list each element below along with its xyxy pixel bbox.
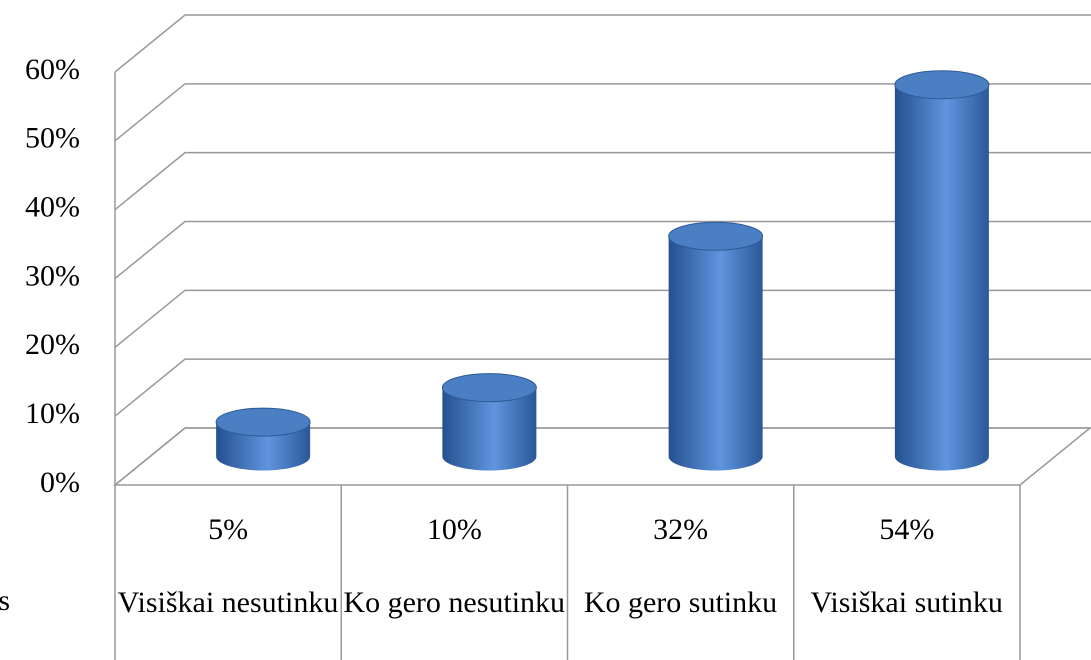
value-label: 54%	[879, 513, 934, 546]
bar	[668, 236, 763, 471]
category-label: Visiškai sutinku	[810, 586, 1003, 619]
bar-top	[441, 373, 537, 403]
y-tick-label: 30%	[25, 259, 80, 292]
grid-line	[114, 151, 1091, 211]
category-label: Visiškai nesutinku	[117, 586, 339, 619]
bar-top	[894, 70, 990, 100]
y-tick-label: 20%	[25, 328, 80, 361]
bar	[442, 387, 537, 471]
category-label: Ko gero sutinku	[583, 586, 778, 619]
value-label: 32%	[653, 513, 708, 546]
y-tick-label: 40%	[25, 191, 80, 224]
series-name: s	[0, 584, 10, 617]
grid-line	[114, 427, 1091, 486]
bar-top	[668, 221, 764, 251]
bar-top	[215, 407, 311, 437]
y-tick-label: 0%	[40, 466, 80, 499]
y-tick-label: 60%	[25, 53, 80, 86]
value-label: 10%	[427, 513, 482, 546]
grid-line	[114, 289, 1091, 348]
category-label: Ko gero nesutinku	[343, 586, 566, 619]
y-tick-label: 10%	[25, 397, 80, 430]
grid-line	[114, 358, 1091, 417]
y-tick-label: 50%	[25, 122, 80, 155]
value-label: 5%	[208, 513, 248, 546]
grid-line	[114, 14, 1091, 73]
bar	[894, 84, 989, 471]
grid-line	[114, 83, 1091, 142]
grid-line	[114, 220, 1091, 280]
